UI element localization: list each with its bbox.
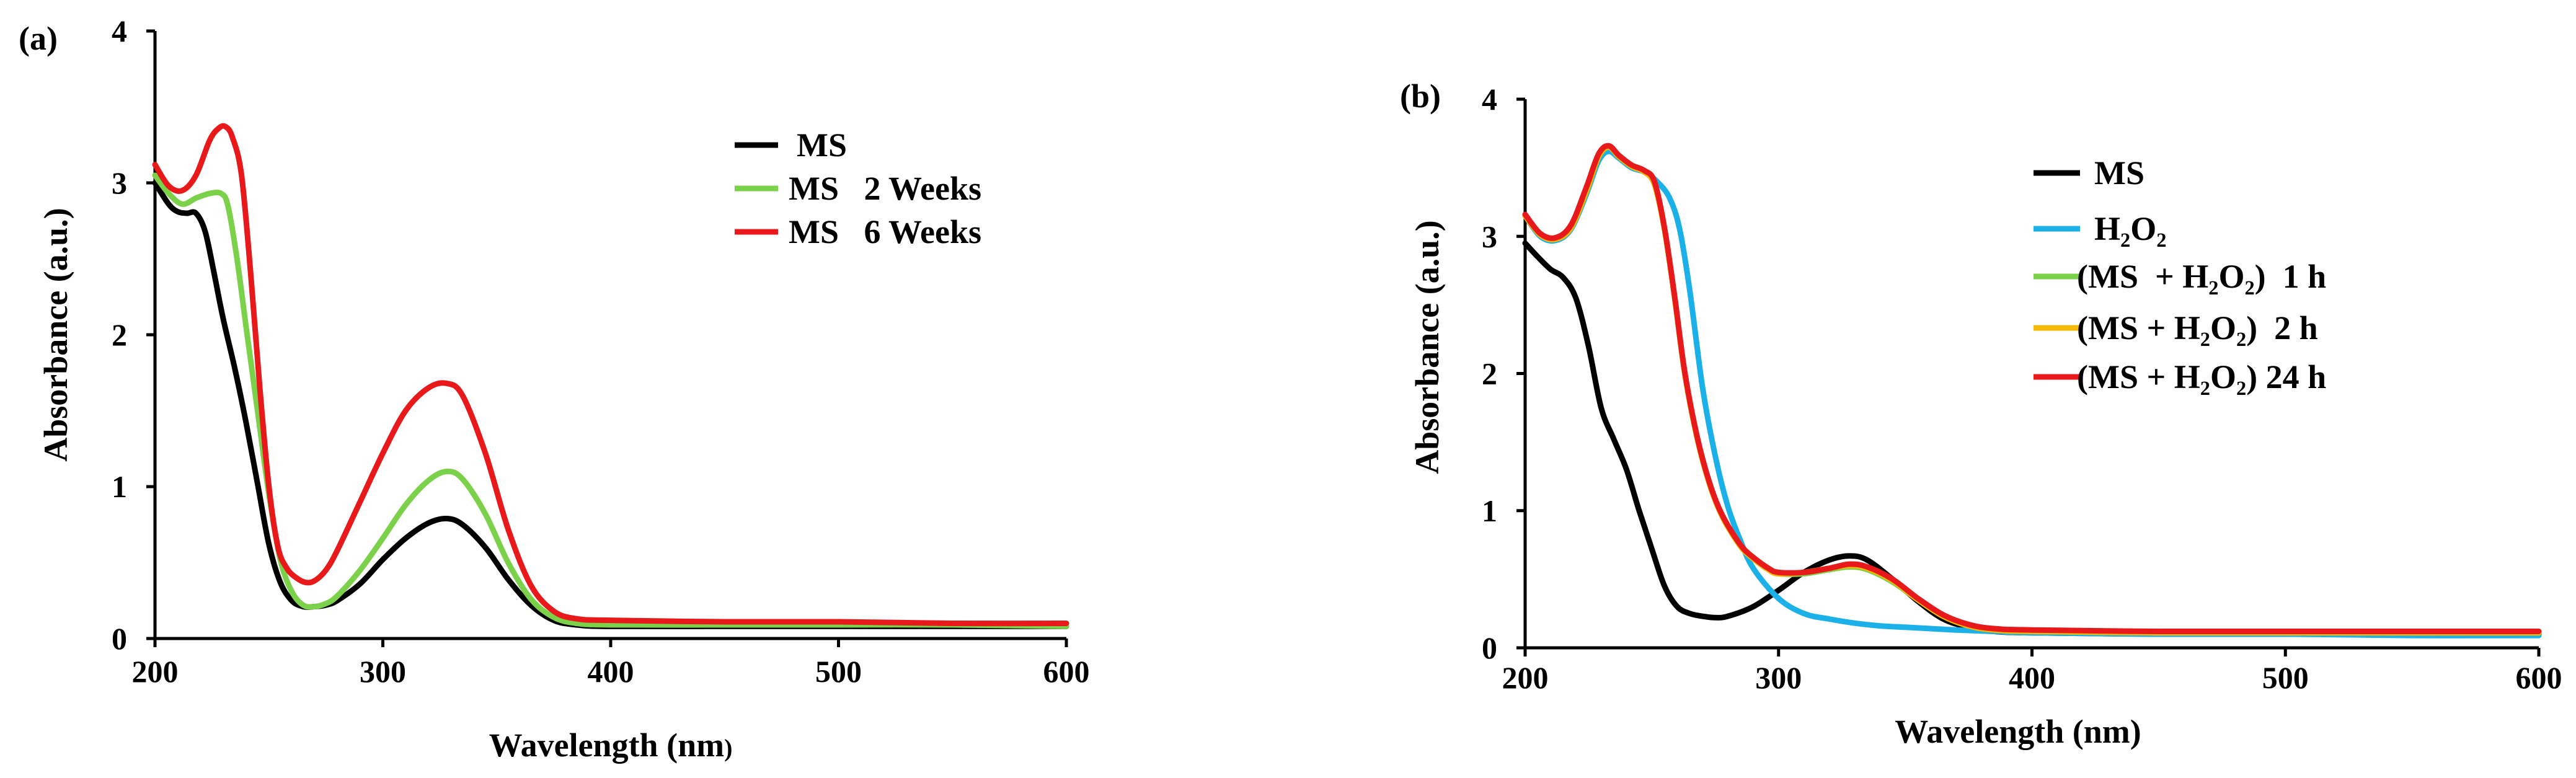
- y-tick-label-a-3: 3: [112, 166, 127, 200]
- y-tick-label-a-1: 1: [112, 469, 127, 504]
- x-tick-label-b-1: 300: [1755, 660, 1802, 695]
- series-lines-a: [152, 123, 1069, 630]
- x-tick-label-b-4: 600: [2516, 660, 2562, 695]
- ticks-a: 200 300 400 500 600 0 1 2 3 4: [112, 14, 1090, 689]
- y-tick-label-a-4: 4: [112, 14, 127, 48]
- legend-label-b-0: MS: [2094, 154, 2144, 192]
- series-line-b-4: [1522, 143, 2542, 635]
- panel-label-b: (b): [1400, 77, 1441, 115]
- series-lines-b: [1522, 143, 2542, 639]
- x-tick-label-a-2: 400: [588, 654, 634, 689]
- x-tick-label-a-0: 200: [132, 654, 179, 689]
- legend-label-b-2: (MS + H₂O₂) 1 h: [2077, 258, 2326, 295]
- y-tick-label-a-0: 0: [112, 621, 127, 656]
- y-tick-label-a-2: 2: [112, 317, 127, 352]
- chart-panel-a: (a) 200 300 400 500 600 0 1 2 3 4 Wavelength (nm)…: [19, 14, 1090, 764]
- panel-label-a: (a): [19, 20, 58, 57]
- series-line-a-1: [152, 172, 1069, 629]
- x-tick-label-a-1: 300: [360, 654, 406, 689]
- y-axis-title-b: Absorbance (a.u.): [1409, 220, 1446, 474]
- y-tick-label-b-0: 0: [1482, 630, 1497, 665]
- x-tick-label-a-4: 600: [1043, 654, 1090, 689]
- legend-a: MS MS 2 Weeks MS 6 Weeks: [735, 126, 981, 250]
- legend-label-b-3: (MS + H₂O₂) 2 h: [2077, 309, 2318, 347]
- x-tick-label-b-2: 400: [2009, 660, 2055, 695]
- x-axis-title-a: Wavelength (nm): [489, 727, 733, 764]
- legend-label-a-0: MS: [797, 126, 847, 164]
- legend-label-a-1: MS 2 Weeks: [789, 170, 981, 207]
- y-tick-label-b-3: 3: [1482, 219, 1497, 254]
- x-axis-title-b: Wavelength (nm): [1895, 713, 2141, 750]
- y-tick-label-b-4: 4: [1482, 82, 1497, 117]
- x-tick-label-a-3: 500: [815, 654, 862, 689]
- legend-label-b-1: H₂O₂: [2094, 210, 2166, 247]
- x-tick-label-b-0: 200: [1502, 660, 1549, 695]
- y-tick-label-b-2: 2: [1482, 356, 1497, 391]
- x-tick-label-b-3: 500: [2262, 660, 2309, 695]
- ticks-b: 200 300 400 500 600 0 1 2 3 4: [1482, 82, 2562, 695]
- legend-label-b-4: (MS + H₂O₂) 24 h: [2077, 358, 2326, 396]
- chart-panel-b: (b) 200 300 400 500 600 0 1 2 3 4 Wavelength (nm)…: [1400, 77, 2562, 750]
- y-axis-title-a: Absorbance (a.u.): [37, 208, 74, 462]
- legend-label-a-2: MS 6 Weeks: [789, 213, 981, 250]
- legend-b: MS H₂O₂ (MS + H₂O₂) 1 h (MS + H₂O₂) 2 h …: [2034, 154, 2326, 396]
- y-tick-label-b-1: 1: [1482, 493, 1497, 528]
- series-line-a-2: [152, 123, 1069, 627]
